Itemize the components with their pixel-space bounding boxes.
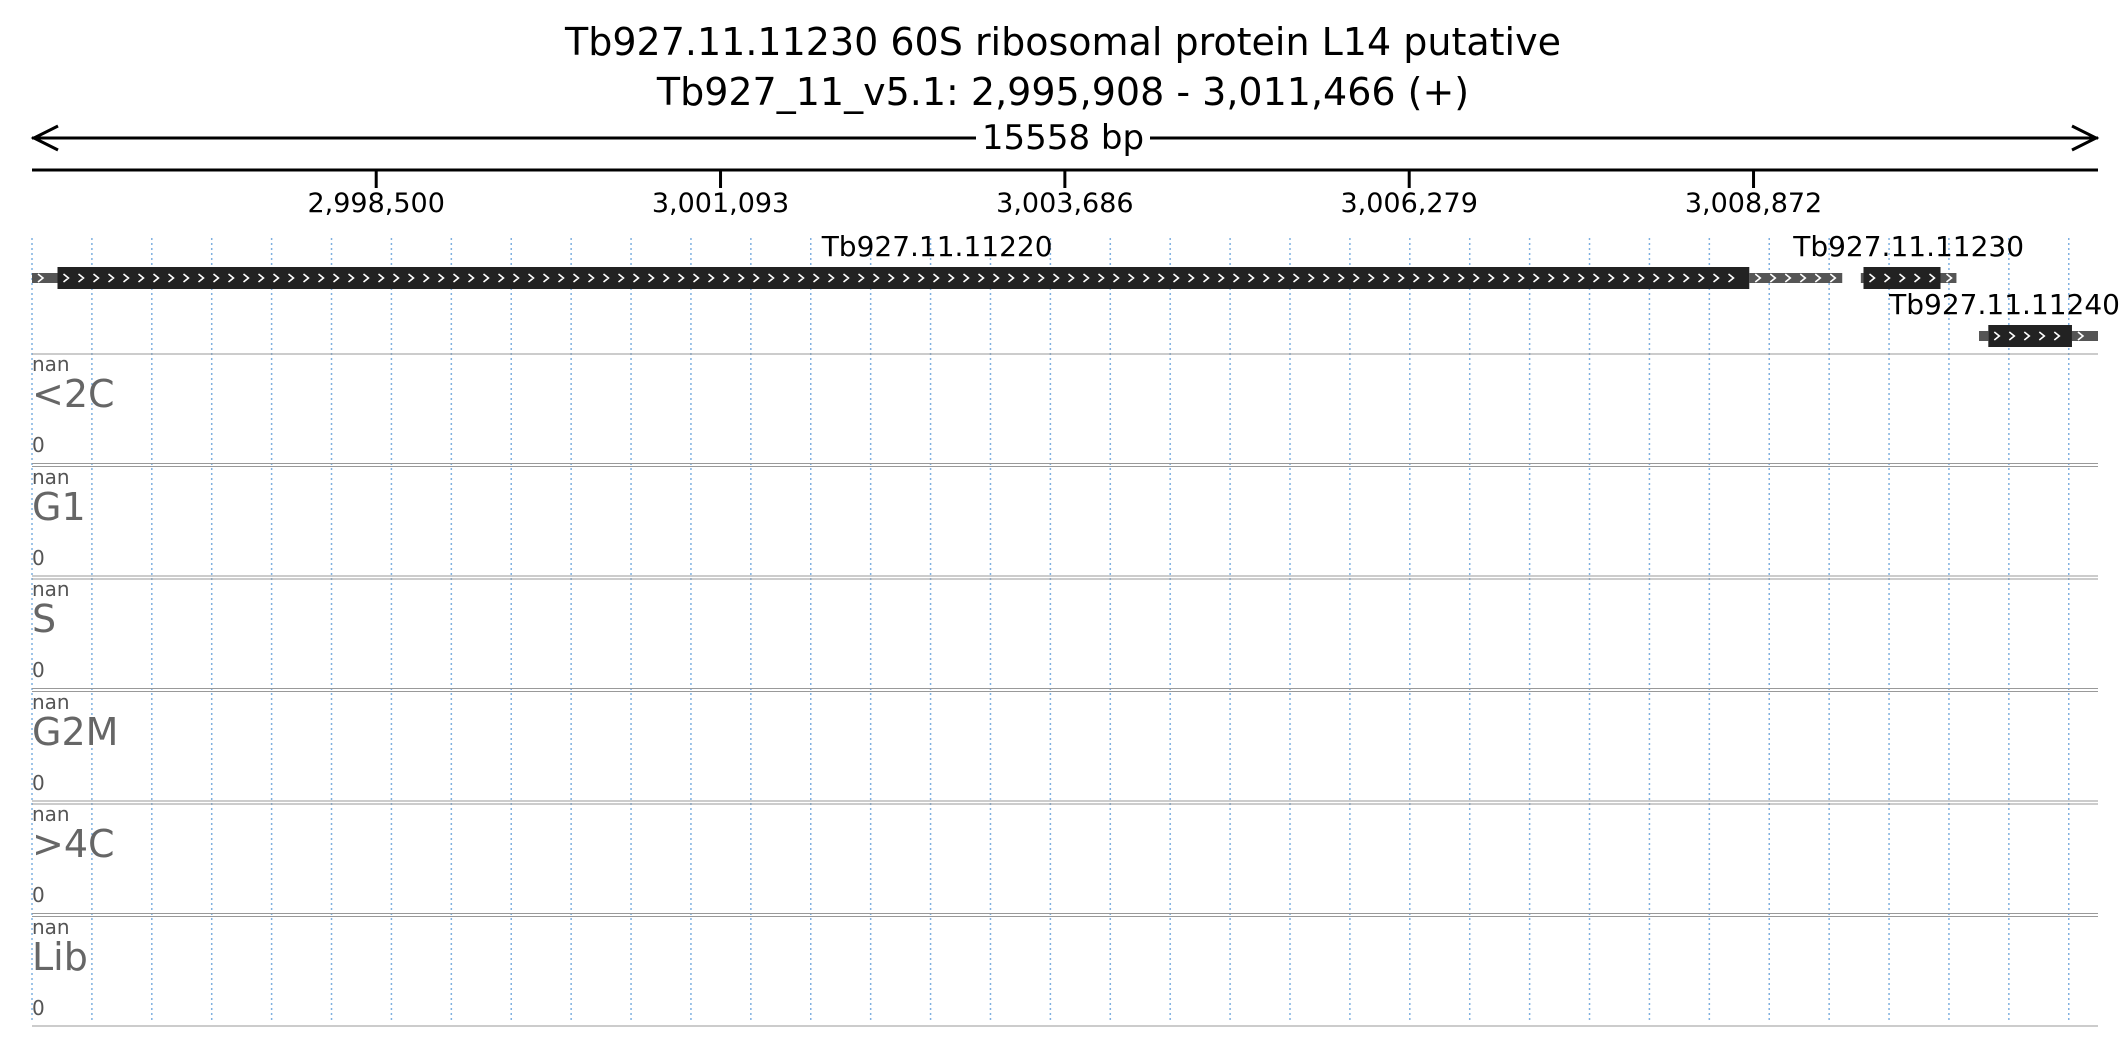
track-name: S (32, 597, 57, 641)
span-arrow-left-head (30, 124, 59, 152)
strand-chevrons (1868, 273, 1936, 283)
gene-utr (1749, 273, 1843, 283)
track-min-label: 0 (32, 658, 45, 682)
strand-chevrons (37, 273, 45, 283)
gene-label: Tb927.11.11230 (1793, 230, 2025, 263)
strand-chevrons (1946, 273, 1953, 283)
gene-utr (1979, 331, 1989, 341)
strand-chevrons (62, 273, 1735, 283)
track-min-label: 0 (32, 433, 45, 457)
gene-cds (1863, 267, 1941, 289)
track-name: Lib (32, 934, 88, 979)
tick-label: 3,006,279 (1340, 188, 1478, 219)
track-min-label: 0 (32, 545, 45, 570)
gene-utr (32, 273, 58, 283)
tick-label: 3,001,093 (651, 188, 790, 219)
track-name: G2M (32, 709, 119, 754)
track-max-label: nan (32, 352, 70, 376)
track-min-label: 0 (32, 770, 45, 795)
gene-cds (57, 267, 1750, 289)
track-max-label: nan (32, 914, 70, 939)
track-name: <2C (32, 372, 115, 416)
track-name: G1 (32, 484, 86, 529)
gene-utr (2071, 331, 2098, 341)
figure-subtitle: Tb927_11_v5.1: 2,995,908 - 3,011,466 (+) (656, 70, 1470, 114)
strand-chevrons (2077, 331, 2085, 341)
strand-chevrons (1993, 331, 2061, 341)
tick-label: 3,003,686 (996, 188, 1134, 219)
gene-utr (1940, 273, 1957, 283)
gene-label: Tb927.11.11240 (1889, 288, 2120, 321)
track-max-label: nan (32, 802, 70, 826)
track-min-label: 0 (32, 883, 45, 907)
track-max-label: nan (32, 464, 70, 489)
gene-label: Tb927.11.11220 (821, 230, 1053, 263)
span-arrow-right-head (2071, 124, 2100, 152)
gene-utr (1860, 273, 1864, 283)
track-max-label: nan (32, 689, 70, 714)
span-length-label: 15558 bp (0, 118, 2126, 158)
track-name: >4C (32, 822, 115, 866)
track-max-label: nan (32, 577, 70, 601)
tick-label: 3,008,872 (1684, 188, 1823, 219)
figure-title: Tb927.11.11230 60S ribosomal protein L14… (565, 20, 1561, 64)
track-min-label: 0 (32, 995, 45, 1020)
tick-label: 2,998,500 (307, 188, 445, 219)
strand-chevrons (1754, 273, 1837, 283)
